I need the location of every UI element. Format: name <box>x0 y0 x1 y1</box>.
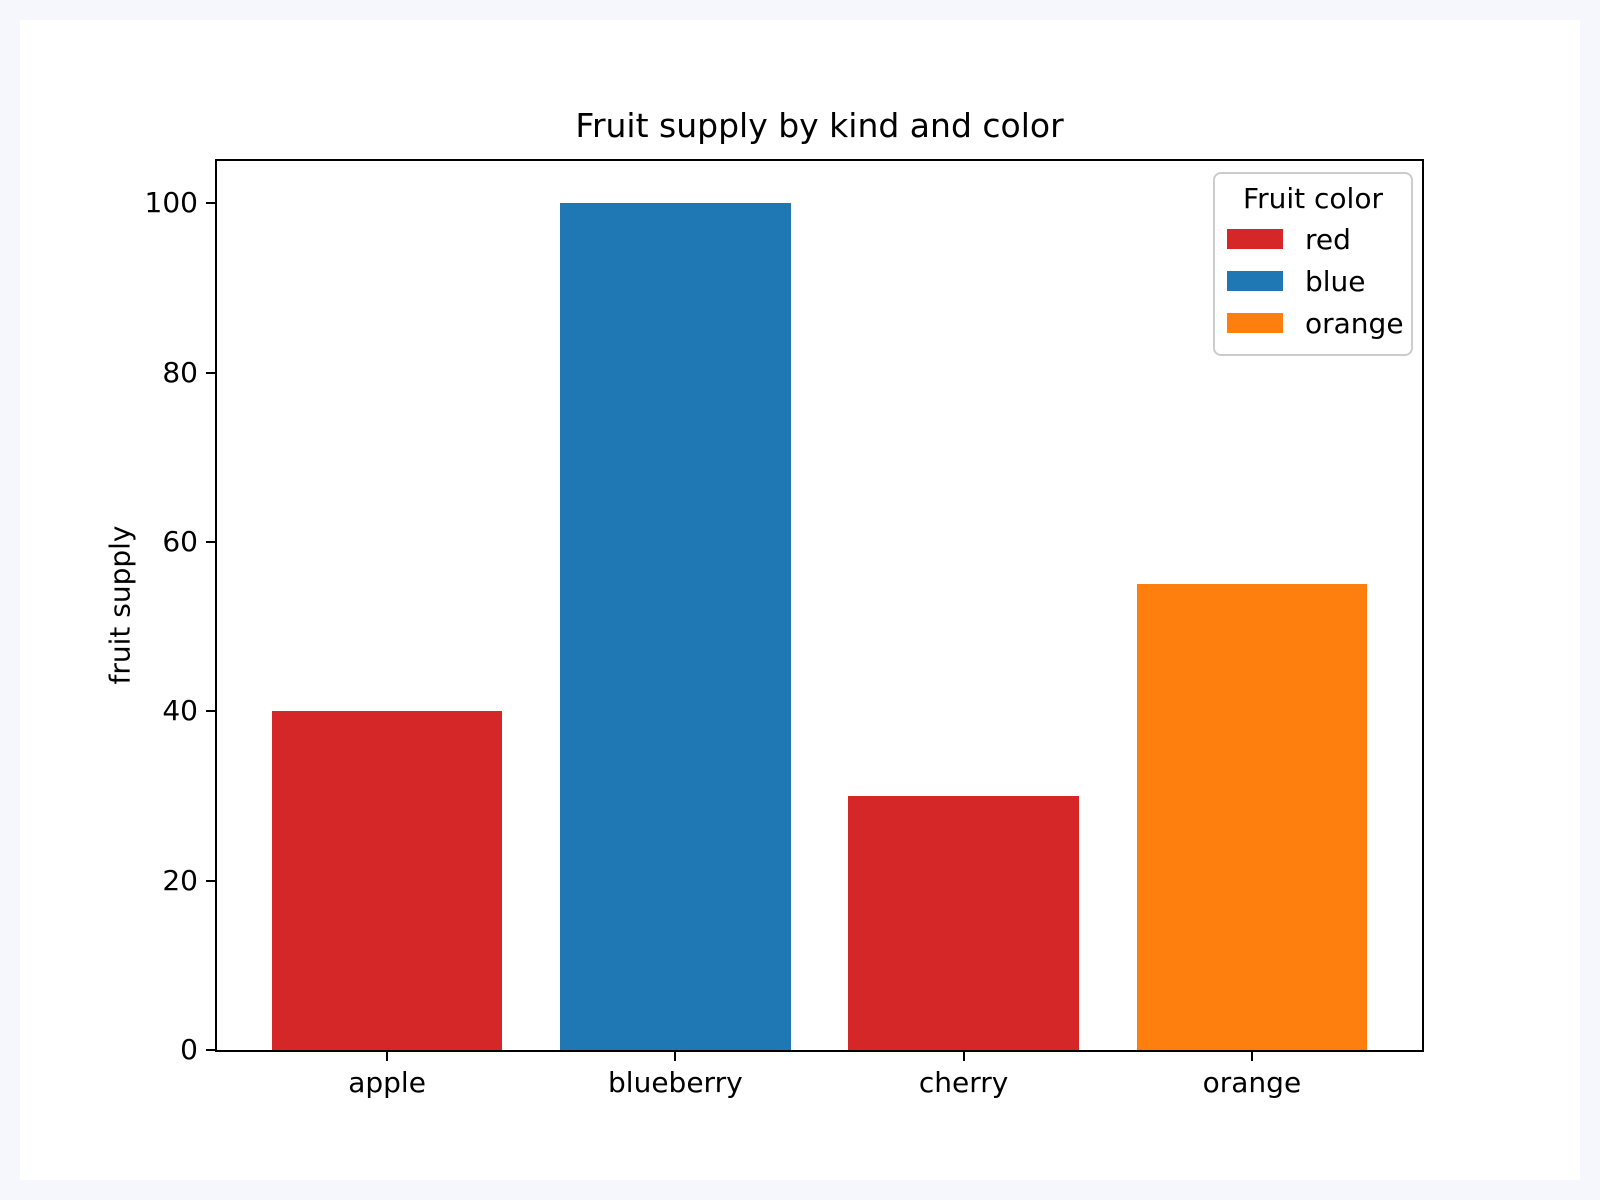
x-tick-mark-apple <box>386 1052 389 1061</box>
legend-label-orange: orange <box>1305 306 1404 340</box>
bar-orange <box>1136 584 1368 1050</box>
x-tick-label-blueberry: blueberry <box>608 1066 743 1099</box>
legend-label-blue: blue <box>1305 264 1366 298</box>
y-tick-mark-20 <box>206 879 215 882</box>
legend: Fruit color red blue orange <box>1213 172 1413 356</box>
y-tick-label-100: 100 <box>144 186 198 220</box>
bar-blueberry <box>560 203 791 1050</box>
x-tick-mark-blueberry <box>674 1052 677 1061</box>
legend-swatch-blue <box>1227 271 1283 291</box>
legend-title: Fruit color <box>1243 182 1383 215</box>
x-tick-mark-orange <box>1250 1052 1253 1061</box>
bar-cherry <box>848 796 1079 1050</box>
legend-swatch-red <box>1227 229 1283 249</box>
x-tick-label-cherry: cherry <box>918 1066 1009 1099</box>
y-tick-mark-100 <box>206 202 215 205</box>
y-tick-mark-60 <box>206 541 215 543</box>
y-tick-label-40: 40 <box>162 694 198 728</box>
legend-label-red: red <box>1305 222 1351 256</box>
y-tick-label-20: 20 <box>162 863 198 897</box>
legend-swatch-orange <box>1227 313 1283 333</box>
chart-figure: Fruit supply by kind and color fruit sup… <box>20 20 1580 1180</box>
y-tick-label-0: 0 <box>180 1033 198 1066</box>
y-tick-mark-0 <box>206 1049 215 1051</box>
y-tick-label-60: 60 <box>162 525 198 558</box>
y-tick-mark-40 <box>206 710 215 713</box>
legend-entry-red: red <box>1215 218 1411 260</box>
bar-apple <box>271 711 503 1050</box>
x-tick-label-orange: orange <box>1202 1066 1302 1099</box>
y-tick-label-80: 80 <box>162 355 198 389</box>
legend-entry-blue: blue <box>1215 260 1411 302</box>
legend-entries: red blue orange <box>1215 218 1411 344</box>
x-tick-mark-cherry <box>962 1052 965 1061</box>
plot-area: Fruit color red blue orange <box>215 159 1424 1052</box>
legend-entry-orange: orange <box>1215 302 1411 344</box>
chart-title: Fruit supply by kind and color <box>575 106 1064 145</box>
x-tick-label-apple: apple <box>348 1066 426 1099</box>
y-tick-mark-80 <box>206 371 215 374</box>
